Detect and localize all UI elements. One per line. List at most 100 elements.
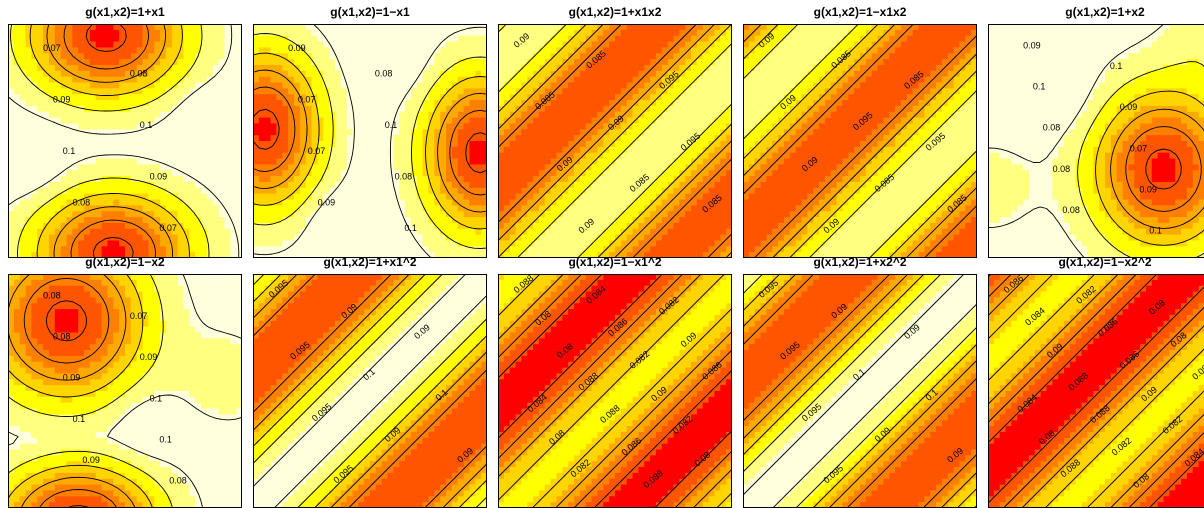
heatmap-cell [603, 112, 609, 118]
heatmap-cell [224, 71, 230, 77]
heatmap-cell [539, 59, 545, 65]
heatmap-cell [14, 217, 20, 223]
heatmap-cell [597, 141, 603, 147]
heatmap-cell [107, 30, 113, 36]
heatmap-cell [574, 141, 580, 147]
heatmap-cell [685, 100, 691, 106]
heatmap-cell [195, 223, 201, 229]
heatmap-cell [434, 182, 440, 188]
heatmap-cell [131, 112, 137, 118]
heatmap-cell [650, 88, 656, 94]
heatmap-cell [475, 135, 481, 141]
heatmap-cell [61, 211, 67, 217]
heatmap-cell [405, 123, 411, 129]
heatmap-cell [259, 30, 265, 36]
heatmap-cell [644, 147, 650, 153]
heatmap-cell [49, 30, 55, 36]
heatmap-cell [43, 141, 49, 147]
heatmap-cell [323, 135, 329, 141]
heatmap-cell [388, 129, 394, 135]
heatmap-cell [184, 59, 190, 65]
heatmap-cell [621, 123, 627, 129]
heatmap-cell [429, 100, 435, 106]
heatmap-cell [557, 123, 563, 129]
heatmap-cell [703, 176, 709, 182]
heatmap-cell [603, 100, 609, 106]
heatmap-cell [201, 141, 207, 147]
heatmap-cell [458, 129, 464, 135]
heatmap-cell [597, 223, 603, 229]
heatmap-cell [72, 100, 78, 106]
heatmap-cell [685, 112, 691, 118]
heatmap-cell [510, 30, 516, 36]
heatmap-cell [393, 147, 399, 153]
heatmap-cell [265, 135, 271, 141]
heatmap-cell [755, 65, 761, 71]
heatmap-cell [265, 36, 271, 42]
heatmap-cell [195, 153, 201, 159]
heatmap-cell [207, 94, 213, 100]
heatmap-cell [452, 229, 458, 235]
heatmap-cell [20, 200, 26, 206]
heatmap-cell [586, 135, 592, 141]
heatmap-cell [533, 176, 539, 182]
heatmap-cell [755, 47, 761, 53]
heatmap-cell [335, 240, 341, 246]
heatmap-cell [597, 123, 603, 129]
heatmap-cell [148, 147, 154, 153]
heatmap-cell [20, 42, 26, 48]
heatmap-cell [61, 71, 67, 77]
heatmap-cell [633, 83, 639, 89]
heatmap-cell [137, 30, 143, 36]
heatmap-cell [720, 170, 726, 176]
heatmap-cell [143, 235, 149, 241]
heatmap-cell [627, 164, 633, 170]
heatmap-cell [714, 223, 720, 229]
heatmap-cell [755, 106, 761, 112]
heatmap-cell [207, 123, 213, 129]
heatmap-cell [55, 188, 61, 194]
heatmap-cell [107, 42, 113, 48]
heatmap-cell [207, 223, 213, 229]
heatmap-cell [265, 240, 271, 246]
heatmap-cell [393, 59, 399, 65]
heatmap-cell [574, 182, 580, 188]
heatmap-cell [568, 211, 574, 217]
heatmap-cell [178, 129, 184, 135]
heatmap-cell [213, 170, 219, 176]
heatmap-cell [259, 194, 265, 200]
heatmap-cell [370, 53, 376, 59]
heatmap-cell [627, 229, 633, 235]
heatmap-cell [382, 240, 388, 246]
heatmap-cell [219, 100, 225, 106]
heatmap-cell [201, 112, 207, 118]
heatmap-cell [446, 77, 452, 83]
heatmap-cell [539, 182, 545, 188]
heatmap-cell [107, 170, 113, 176]
heatmap-cell [452, 88, 458, 94]
heatmap-cell [294, 176, 300, 182]
heatmap-cell [312, 229, 318, 235]
heatmap-cell [259, 217, 265, 223]
heatmap-cell [376, 47, 382, 53]
heatmap-cell [224, 77, 230, 83]
heatmap-cell [551, 118, 557, 124]
heatmap-cell [271, 59, 277, 65]
heatmap-cell [148, 106, 154, 112]
heatmap-cell [107, 123, 113, 129]
heatmap-cell [364, 170, 370, 176]
heatmap-cell [329, 164, 335, 170]
heatmap-cell [143, 129, 149, 135]
heatmap-cell [562, 100, 568, 106]
heatmap-cell [685, 229, 691, 235]
heatmap-cell [184, 194, 190, 200]
heatmap-cell [195, 164, 201, 170]
heatmap-cell [545, 147, 551, 153]
heatmap-cell [423, 229, 429, 235]
heatmap-cell [662, 229, 668, 235]
heatmap-cell [230, 182, 236, 188]
heatmap-cell [597, 182, 603, 188]
heatmap-cell [475, 205, 481, 211]
heatmap-cell [67, 235, 73, 241]
heatmap-cell [26, 147, 32, 153]
